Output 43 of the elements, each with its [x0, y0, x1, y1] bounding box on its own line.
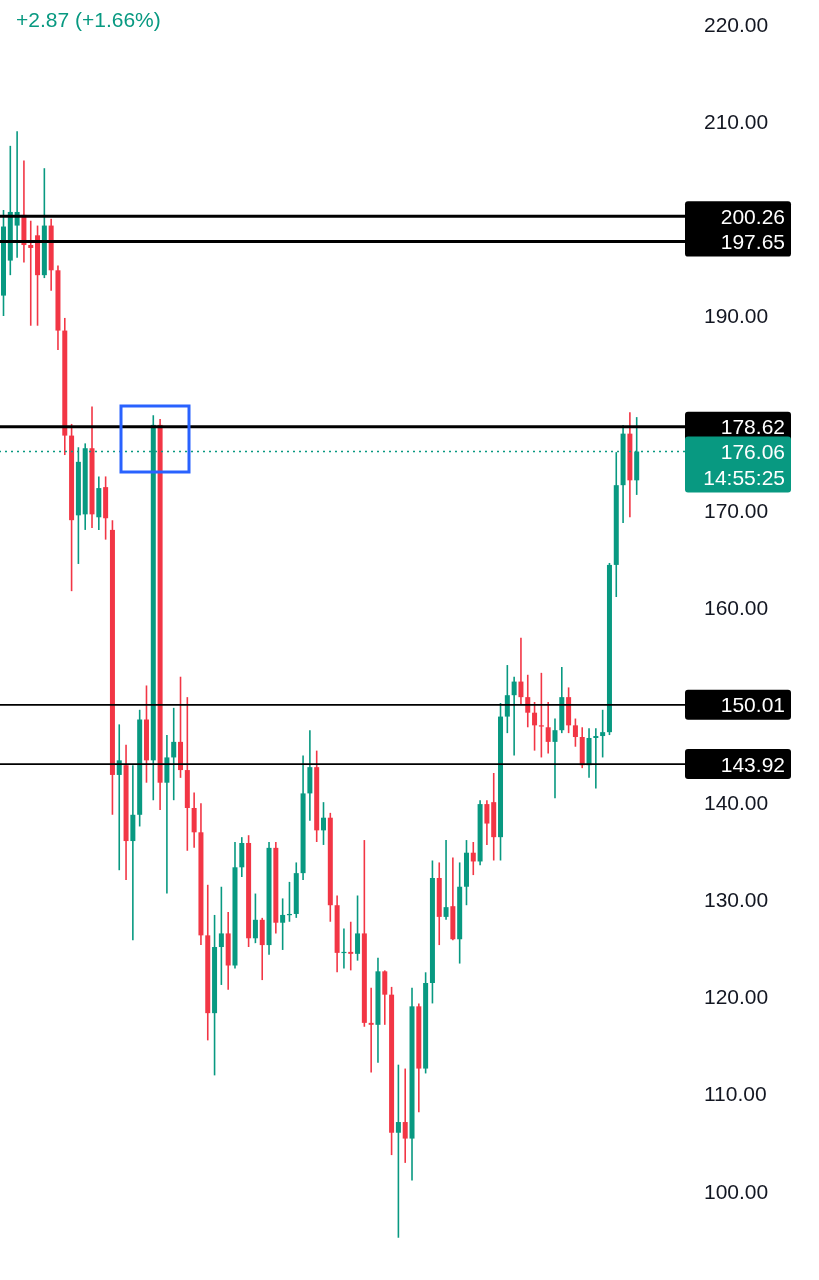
candlestick — [525, 673, 531, 729]
ref-line-label: 178.62 — [720, 415, 785, 439]
candlestick — [532, 701, 538, 752]
y-tick-label: 130.00 — [704, 887, 769, 911]
ref-line-label: 150.01 — [720, 693, 785, 717]
ref-line-label: 143.92 — [720, 752, 785, 776]
candlestick — [368, 987, 374, 1074]
candlestick — [511, 675, 517, 757]
ref-line-label: 197.65 — [720, 230, 785, 254]
candlestick — [443, 839, 449, 921]
candlestick — [470, 841, 476, 876]
candlestick — [538, 672, 544, 759]
y-tick-label: 140.00 — [704, 790, 769, 814]
candlestick — [484, 799, 490, 846]
candlestick — [280, 897, 286, 951]
candlestick — [545, 701, 551, 755]
candlestick — [28, 219, 34, 327]
candlestick — [572, 717, 578, 748]
candlestick — [171, 707, 177, 802]
ref-line-label: 200.26 — [720, 204, 785, 228]
candlestick — [321, 801, 326, 846]
candlestick — [504, 664, 510, 734]
y-tick-label: 190.00 — [704, 304, 769, 328]
y-tick-label: 210.00 — [704, 109, 769, 133]
candlestick — [382, 969, 388, 1026]
candlestick — [218, 885, 224, 986]
y-tick-label: 100.00 — [704, 1179, 769, 1203]
annotation: +2.87 (+1.66%) — [16, 8, 161, 32]
y-tick-label: 170.00 — [704, 498, 769, 522]
y-tick-label: 120.00 — [704, 985, 769, 1009]
candlestick — [552, 717, 558, 800]
y-tick-label: 220.00 — [704, 12, 769, 36]
candlestick — [355, 894, 361, 962]
y-tick-label: 160.00 — [704, 596, 769, 620]
candlestick — [395, 1063, 401, 1239]
y-tick-label: 110.00 — [704, 1082, 767, 1106]
candlestick — [402, 1067, 408, 1164]
candlestick — [348, 920, 354, 972]
candlestick — [600, 708, 606, 759]
candlestick — [252, 892, 258, 944]
candlestick — [518, 637, 524, 706]
ref-line-label: 176.06 14:55:25 — [703, 440, 785, 490]
candlestick — [593, 727, 599, 790]
